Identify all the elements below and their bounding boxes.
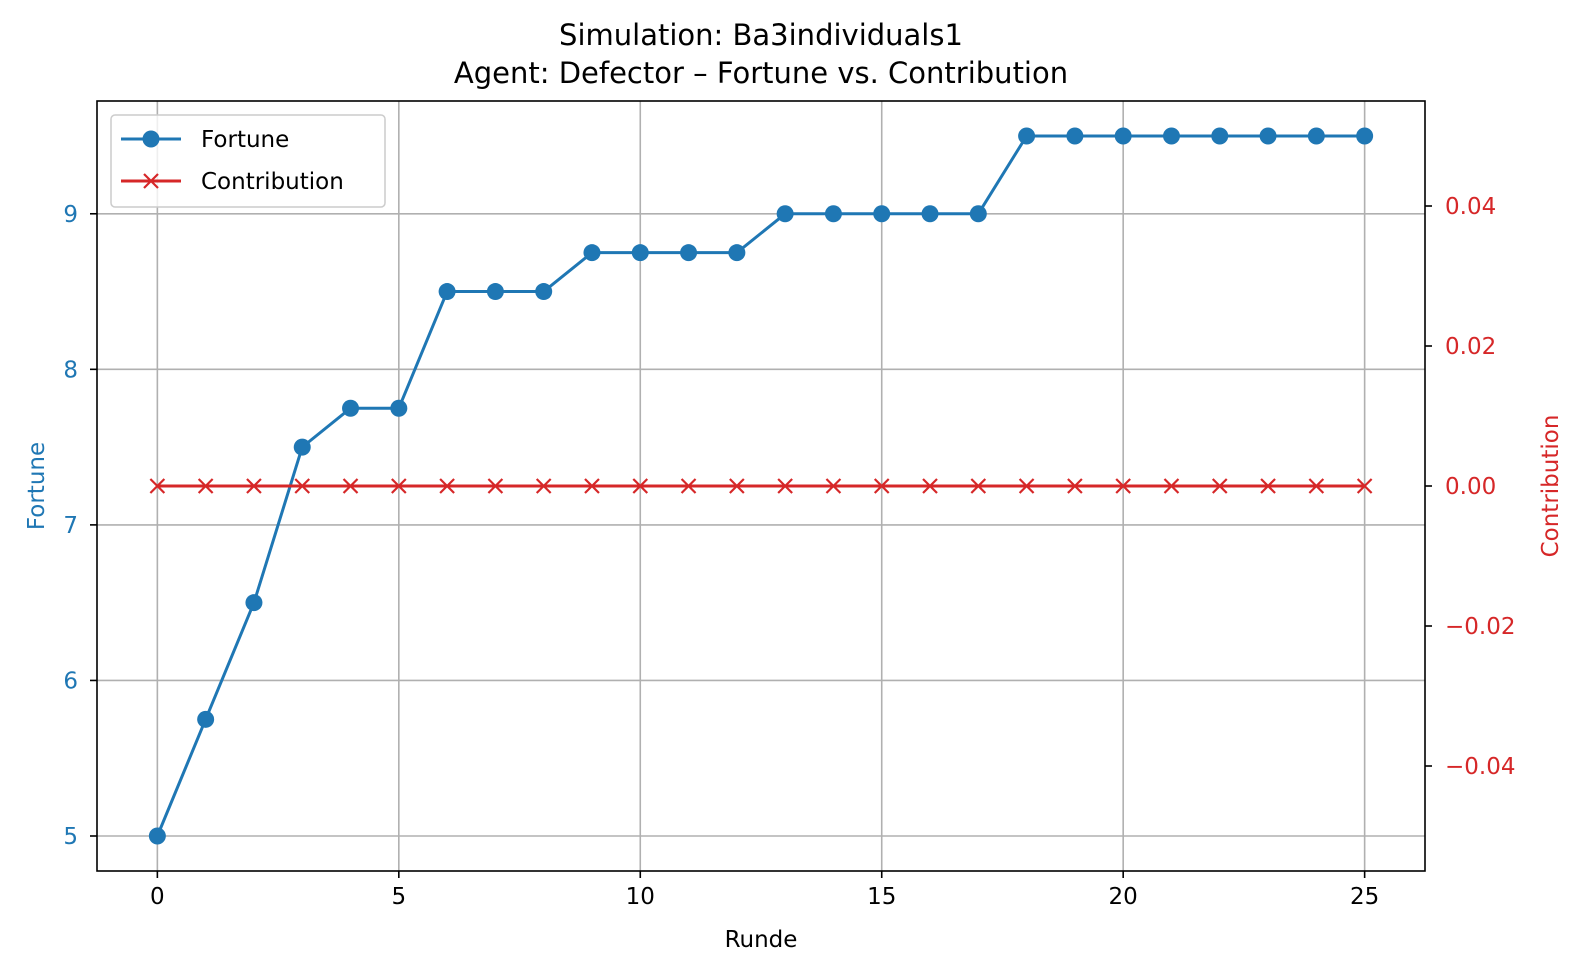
y-left-tick-label: 9 xyxy=(63,202,78,228)
fortune-point xyxy=(1259,127,1277,145)
contribution-point xyxy=(391,478,407,494)
y-left-tick-label: 6 xyxy=(63,668,78,694)
contribution-point xyxy=(922,478,938,494)
y-right-tick-label: −0.04 xyxy=(1445,754,1515,780)
legend-fortune-label: Fortune xyxy=(201,127,289,153)
y-left-tick-label: 5 xyxy=(63,824,78,850)
y-left-axis-label: Fortune xyxy=(24,442,50,530)
contribution-point xyxy=(1018,478,1035,494)
fortune-point xyxy=(824,205,842,223)
fortune-point xyxy=(680,244,698,262)
fortune-point xyxy=(148,827,166,845)
y-right-axis-label: Contribution xyxy=(1538,415,1564,558)
y-left-tick-label: 7 xyxy=(63,513,78,539)
fortune-point xyxy=(1211,127,1229,145)
x-tick-label: 0 xyxy=(150,884,165,910)
contribution-point xyxy=(1356,478,1373,494)
fortune-point xyxy=(1066,127,1084,145)
fortune-point xyxy=(1018,127,1036,145)
y-left-tick-label: 8 xyxy=(63,357,78,383)
fortune-point xyxy=(486,283,504,301)
y-right-tick-label: −0.02 xyxy=(1445,614,1515,640)
fortune-point xyxy=(969,205,987,223)
contribution-point xyxy=(632,478,649,494)
chart-subtitle: Agent: Defector – Fortune vs. Contributi… xyxy=(454,56,1068,90)
fortune-point xyxy=(1307,127,1325,145)
y-right-tick-label: 0.04 xyxy=(1445,194,1496,220)
contribution-point xyxy=(149,478,166,494)
fortune-point xyxy=(535,283,553,301)
contribution-point xyxy=(342,478,359,494)
x-tick-label: 20 xyxy=(1109,884,1138,910)
fortune-point xyxy=(921,205,939,223)
legend: Fortune Contribution xyxy=(110,114,386,208)
contribution-point xyxy=(1211,478,1228,494)
fortune-point xyxy=(776,205,794,223)
contribution-point xyxy=(584,478,600,494)
contribution-point xyxy=(680,478,697,494)
y-right-tick-label: 0.00 xyxy=(1445,474,1496,500)
x-tick-label: 25 xyxy=(1350,884,1379,910)
fortune-point xyxy=(1162,127,1180,145)
chart-title: Simulation: Ba3individuals1 xyxy=(559,18,963,52)
contribution-point xyxy=(873,478,890,494)
fortune-point xyxy=(873,205,891,223)
contribution-point xyxy=(1260,478,1276,494)
plot-series xyxy=(148,127,1374,845)
x-tick-label: 5 xyxy=(391,884,406,910)
fortune-point xyxy=(197,710,215,728)
fortune-point xyxy=(390,399,408,417)
contribution-point xyxy=(1067,478,1083,494)
fortune-point xyxy=(631,244,649,262)
contribution-point xyxy=(439,478,455,494)
contribution-point xyxy=(487,478,504,494)
x-tick-label: 15 xyxy=(867,884,896,910)
contribution-point xyxy=(1115,478,1131,494)
contribution-point xyxy=(197,478,214,494)
fortune-point xyxy=(1356,127,1374,145)
contribution-point xyxy=(246,478,262,494)
contribution-point xyxy=(1308,478,1325,494)
legend-contribution-label: Contribution xyxy=(201,169,344,195)
y-left-axis-ticks: 5 6 7 8 9 xyxy=(63,202,97,850)
x-axis-label: Runde xyxy=(725,927,798,953)
fortune-point xyxy=(583,244,601,262)
fortune-point xyxy=(728,244,746,262)
x-tick-label: 10 xyxy=(626,884,655,910)
legend-contribution-marker xyxy=(143,173,159,189)
contribution-point xyxy=(825,478,842,494)
fortune-point xyxy=(1114,127,1132,145)
y-right-tick-label: 0.02 xyxy=(1445,334,1496,360)
contribution-point xyxy=(729,478,745,494)
contribution-point xyxy=(535,478,552,494)
fortune-point xyxy=(293,438,311,456)
y-right-axis-ticks: −0.04 −0.02 0.00 0.02 0.04 xyxy=(1425,194,1515,780)
fortune-point xyxy=(342,399,360,417)
x-axis-ticks: 0 5 10 15 20 25 xyxy=(150,871,1379,910)
contribution-point xyxy=(777,478,793,494)
fortune-point xyxy=(245,594,263,612)
fortune-point xyxy=(438,283,456,301)
contribution-point xyxy=(294,478,311,494)
legend-fortune-marker xyxy=(142,130,160,148)
contribution-point xyxy=(1163,478,1180,494)
contribution-point xyxy=(970,478,987,494)
